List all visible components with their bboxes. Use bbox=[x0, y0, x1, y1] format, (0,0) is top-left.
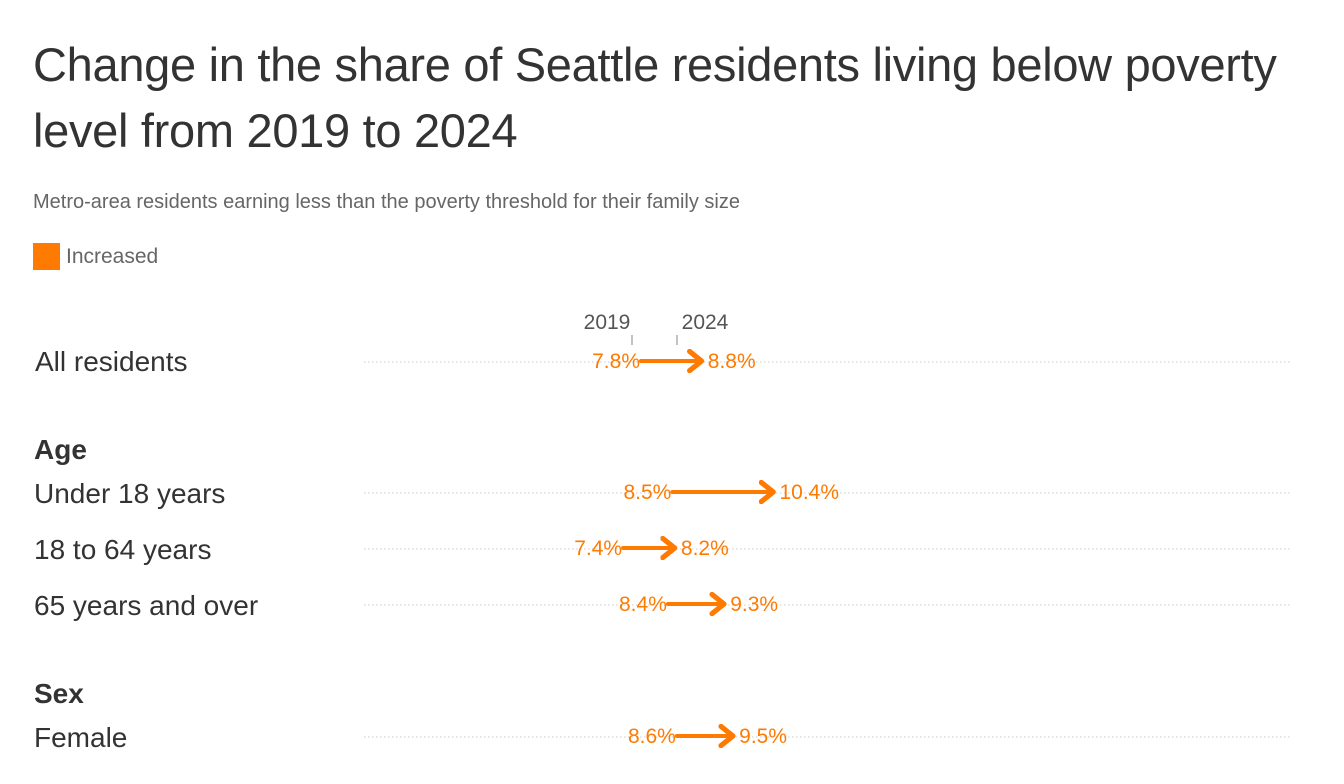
row-label: All residents bbox=[35, 346, 188, 377]
row-under-18: Under 18 years 8.5% 10.4% bbox=[34, 478, 1292, 509]
row-label: 18 to 64 years bbox=[34, 534, 211, 565]
row-all-residents: All residents 7.8% 8.8% bbox=[35, 346, 1292, 377]
year-label-start: 2019 bbox=[584, 311, 631, 334]
value-2024: 8.8% bbox=[708, 350, 756, 373]
value-2024: 10.4% bbox=[779, 481, 839, 504]
row-label: 65 years and over bbox=[34, 590, 258, 621]
year-label-end: 2024 bbox=[682, 311, 729, 334]
legend: Increased bbox=[33, 243, 158, 270]
row-female: Female 8.6% 9.5% bbox=[34, 722, 1292, 753]
row-18-to-64: 18 to 64 years 7.4% 8.2% bbox=[34, 534, 1292, 565]
value-2019: 8.6% bbox=[628, 725, 676, 748]
value-2019: 7.8% bbox=[592, 350, 640, 373]
value-2024: 9.3% bbox=[730, 593, 778, 616]
group-label-sex: Sex bbox=[34, 678, 84, 709]
chart-title: Change in the share of Seattle residents… bbox=[33, 38, 1277, 157]
value-2019: 7.4% bbox=[574, 537, 622, 560]
row-65-and-over: 65 years and over 8.4% 9.3% bbox=[34, 590, 1292, 621]
chart-subtitle: Metro-area residents earning less than t… bbox=[33, 191, 741, 213]
legend-label-increased: Increased bbox=[66, 244, 159, 268]
group-label-age: Age bbox=[34, 434, 87, 465]
value-2019: 8.5% bbox=[623, 481, 671, 504]
row-label: Female bbox=[34, 722, 127, 753]
value-2019: 8.4% bbox=[619, 593, 667, 616]
legend-swatch-increased bbox=[33, 243, 60, 270]
row-label: Under 18 years bbox=[34, 478, 225, 509]
value-2024: 8.2% bbox=[681, 537, 729, 560]
value-2024: 9.5% bbox=[739, 725, 787, 748]
